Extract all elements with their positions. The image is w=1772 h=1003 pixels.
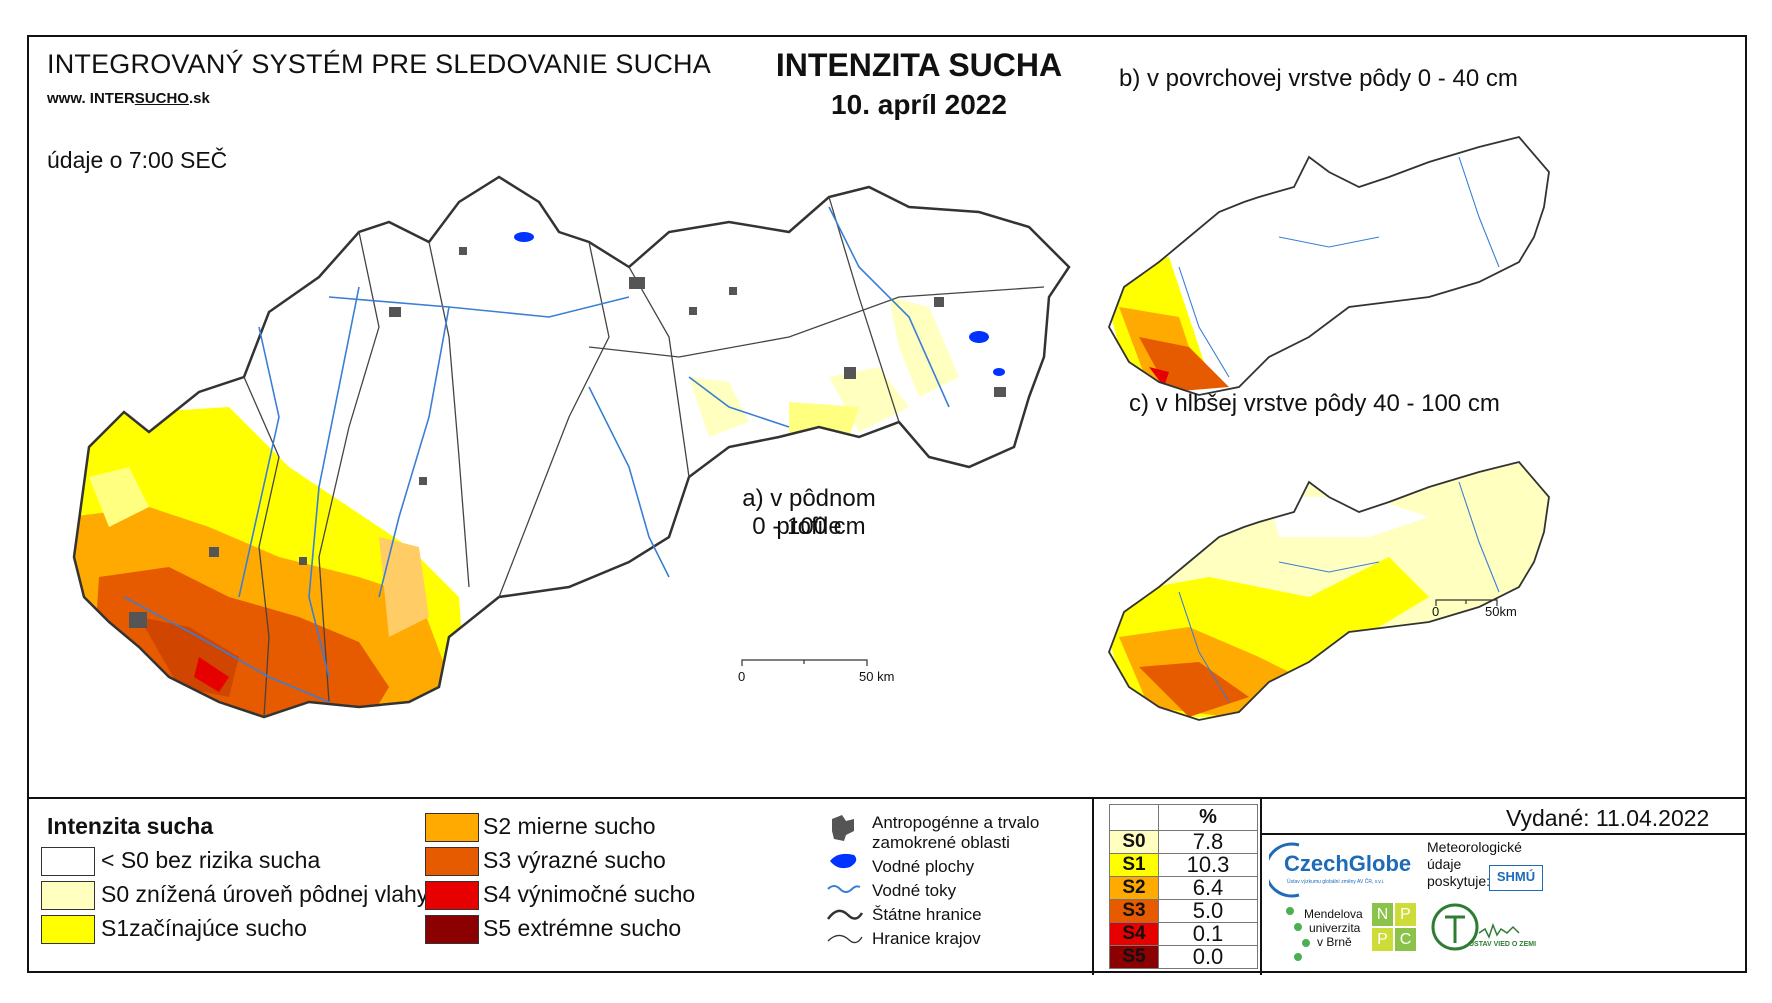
website-link[interactable]: www. INTERSUCHO.sk — [47, 90, 210, 107]
map-b-outline — [1108, 135, 1550, 396]
map-c-rivers — [1178, 481, 1500, 703]
urban-area-icon — [832, 815, 854, 841]
url-suffix: .sk — [188, 90, 210, 107]
meteo-line2: údaje — [1427, 856, 1462, 872]
pct-value-s4: 0.1 — [1158, 922, 1258, 946]
pct-header: % — [1158, 804, 1258, 831]
system-title: INTEGROVANÝ SYSTÉM PRE SLEDOVANIE SUCHA — [47, 49, 711, 79]
shmu-logo: SHMÚ — [1489, 865, 1543, 891]
legend-bar: Intenzita sucha < S0 bez rizika sucha S0… — [29, 797, 1745, 975]
pct-class-s0: S0 — [1109, 830, 1159, 854]
map-frame: INTEGROVANÝ SYSTÉM PRE SLEDOVANIE SUCHA … — [27, 35, 1747, 975]
map-title: INTENZITA SUCHA — [775, 47, 1063, 83]
legend-no-risk: < S0 bez rizika sucha — [101, 847, 321, 873]
main-map-rivers — [123, 206, 950, 703]
legend-s2: S2 mierne sucho — [483, 813, 656, 839]
issued-date: Vydané: 11.04.2022 — [1506, 805, 1710, 831]
swatch-s0 — [41, 881, 95, 910]
pct-class-s1: S1 — [1109, 853, 1159, 877]
main-scale-end: 50 km — [859, 669, 895, 684]
url-prefix: www. INTER — [47, 90, 135, 107]
legend-title: Intenzita sucha — [47, 813, 214, 839]
nppc-logo: N P P C — [1372, 903, 1416, 951]
legend-divider-2 — [1260, 799, 1262, 975]
pct-class-s4: S4 — [1109, 922, 1159, 946]
mendel-line2: univerzita — [1309, 921, 1361, 935]
map-c-outline — [1108, 460, 1550, 721]
map-area: INTEGROVANÝ SYSTÉM PRE SLEDOVANIE SUCHA … — [29, 37, 1745, 797]
pct-value-s3: 5.0 — [1158, 899, 1258, 923]
state-border-icon — [826, 909, 864, 920]
map-date: 10. apríl 2022 — [831, 89, 1007, 120]
pct-class-s5: S5 — [1109, 945, 1159, 969]
region-border-icon — [827, 934, 863, 944]
map-b-drought-fill — [1109, 137, 1549, 395]
nppc-n: N — [1372, 903, 1393, 926]
legend-region-border: Hranice krajov — [872, 929, 981, 948]
czechglobe-logo-text: CzechGlobe — [1284, 851, 1412, 876]
legend-s4: S4 výnimočné sucho — [483, 881, 696, 907]
url-underlined: SUCHO — [134, 90, 189, 107]
nppc-p2: P — [1372, 928, 1393, 951]
swatch-s4 — [425, 881, 479, 910]
czechglobe-logo-icon — [1269, 842, 1300, 898]
small-scale-start: 0 — [1432, 604, 1440, 619]
main-scale-bar — [741, 659, 868, 666]
small-scale-end: 50km — [1485, 604, 1517, 619]
river-icon — [827, 885, 861, 893]
credits-divider — [1261, 833, 1745, 835]
map-c-label: c) v hlbšej vrstve pôdy 40 - 100 cm — [1129, 390, 1500, 417]
water-body-icon — [830, 853, 857, 869]
pct-class-s2: S2 — [1109, 876, 1159, 900]
pct-value-s5: 0.0 — [1158, 945, 1258, 969]
swatch-no-risk — [41, 847, 95, 876]
swatch-s2 — [425, 813, 479, 842]
pct-value-s2: 6.4 — [1158, 876, 1258, 900]
mendel-line3: v Brně — [1317, 935, 1352, 949]
map-b-rivers — [1178, 156, 1500, 378]
legend-s1: S1začínajúce sucho — [101, 915, 307, 941]
main-map-water-bodies — [514, 232, 1005, 376]
pct-class-s3: S3 — [1109, 899, 1159, 923]
legend-urban-line2: zamokrené oblasti — [872, 833, 1010, 852]
main-map-outline — [72, 175, 1071, 719]
uvz-logo-text: ÚSTAV VIED O ZEMI — [1469, 941, 1537, 948]
legend-urban-line1: Antropogénne a trvalo — [872, 813, 1040, 832]
mendel-logo-icon — [1286, 907, 1310, 961]
meteo-line3: poskytuje: — [1427, 873, 1491, 889]
main-scale-start: 0 — [738, 669, 746, 684]
legend-divider-1 — [1092, 799, 1094, 975]
pct-value-s0: 7.8 — [1158, 830, 1258, 854]
uvz-logo-icon — [1431, 903, 1520, 951]
main-map-region-borders — [243, 196, 1045, 718]
legend-state-border: Štátne hranice — [872, 905, 982, 924]
legend-rivers: Vodné toky — [872, 881, 957, 900]
main-map-svg — [72, 135, 1550, 721]
swatch-s3 — [425, 847, 479, 876]
main-map-label-line2: 0 - 100 cm — [752, 513, 866, 540]
legend-s0: S0 znížená úroveň pôdnej vlahy — [101, 881, 429, 907]
mendel-line1: Mendelova — [1304, 907, 1363, 921]
symbol-legend-icons — [826, 815, 864, 944]
nppc-c: C — [1395, 928, 1416, 951]
percent-table: % S0 7.8 S1 10.3 S2 6.4 S3 5.0 S4 0.1 S5 0.0 — [1109, 804, 1258, 969]
small-scale-bar — [1435, 599, 1498, 606]
map-b-label: b) v povrchovej vrstve pôdy 0 - 40 cm — [1119, 65, 1518, 92]
main-map-label-line1: a) v pôdnom profile — [742, 485, 876, 540]
czechglobe-subtitle: Ústav výzkumu globální změny AV ČR, v.v.… — [1287, 879, 1385, 885]
pct-value-s1: 10.3 — [1158, 853, 1258, 877]
pct-header-blank — [1109, 804, 1159, 831]
nppc-p1: P — [1395, 903, 1416, 926]
main-map-urban-areas — [129, 247, 1006, 628]
meteo-line1: Meteorologické — [1427, 839, 1522, 855]
swatch-s5 — [425, 915, 479, 944]
data-time: údaje o 7:00 SEČ — [47, 147, 228, 173]
swatch-s1 — [41, 915, 95, 944]
legend-water-bodies: Vodné plochy — [872, 857, 975, 876]
legend-s5: S5 extrémne sucho — [483, 915, 682, 941]
legend-s3: S3 výrazné sucho — [483, 847, 666, 873]
